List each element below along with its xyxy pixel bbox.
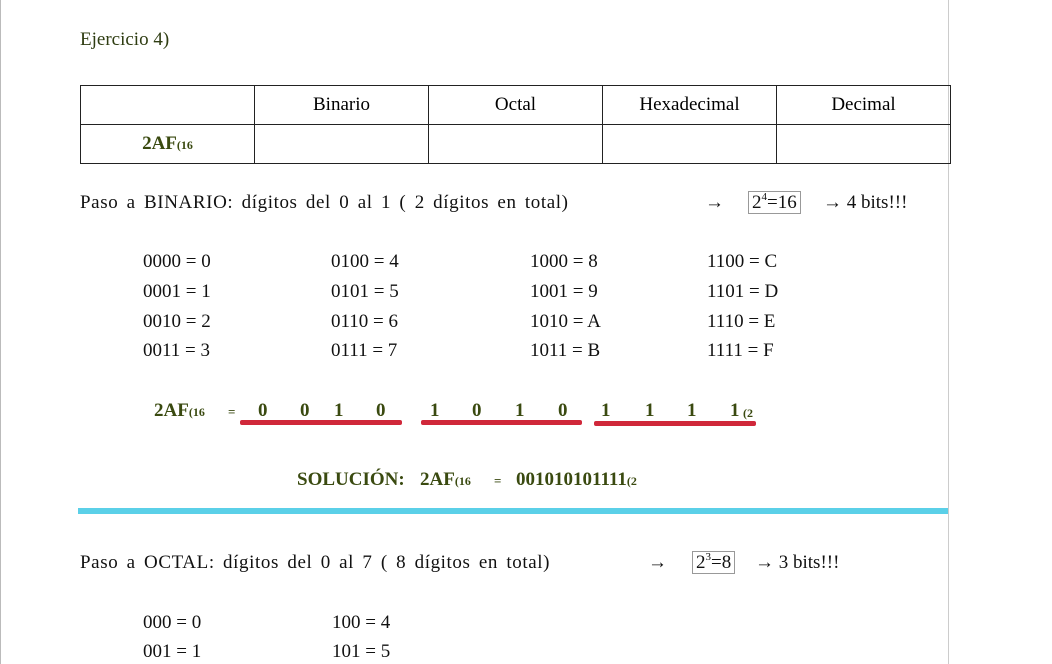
mapping-entry: 1111 = F (707, 340, 774, 361)
equals: = (228, 404, 236, 419)
mapping-entry: 1001 = 9 (530, 281, 598, 302)
digit: 1 (334, 400, 344, 421)
mapping-entry: 1010 = A (530, 311, 601, 332)
underline (594, 421, 756, 426)
arrow: → (705, 192, 724, 213)
table-header: Decimal (776, 85, 951, 125)
mapping-entry: 1100 = C (707, 251, 778, 272)
table-cell (80, 85, 255, 125)
base: (16 (454, 474, 471, 488)
underline (240, 420, 402, 425)
solution: 2AF(16 (420, 468, 471, 493)
label: SOLUCIÓN: (297, 469, 405, 490)
digit: 1 (430, 400, 440, 421)
formula-exponent: 3 (705, 551, 712, 563)
digit: 0 (558, 400, 568, 421)
table-header: Hexadecimal (602, 85, 777, 125)
mapping-entry: 0100 = 4 (331, 251, 399, 272)
table-cell (776, 124, 951, 164)
table: Binario Octal Hexadecimal Decimal 2AF(16 (80, 85, 951, 164)
formula-base: 2 (696, 552, 706, 573)
mapping-entry: 0101 = 5 (331, 281, 399, 302)
bits: → 4 bits!!! (823, 192, 908, 213)
number: 2AF (142, 133, 177, 154)
formula: 23=8 (692, 551, 736, 577)
mapping-entry: 1011 = B (530, 340, 601, 361)
formula-base: 2 (752, 192, 762, 213)
mapping-entry: 000 = 0 (143, 612, 202, 633)
table-cell (602, 124, 777, 164)
equals: = (494, 473, 502, 488)
title: Ejercicio 4) (80, 29, 170, 50)
mapping-entry: 1101 = D (707, 281, 779, 302)
number: 2AF (154, 400, 189, 421)
digit: 1 (687, 400, 697, 421)
mapping-entry: 0011 = 3 (143, 340, 211, 361)
heading: Paso a BINARIO: dígitos del 0 al 1 ( 2 d… (80, 192, 569, 213)
mapping-entry: 0110 = 6 (331, 311, 399, 332)
table-cell (428, 124, 603, 164)
formula-result: =16 (767, 192, 797, 213)
result: 001010101111 (516, 469, 627, 490)
arrow: → (648, 552, 667, 573)
mapping-entry: 0000 = 0 (143, 251, 211, 272)
conversion: 2AF(16 (154, 399, 205, 424)
digit: 0 (376, 400, 386, 421)
base: (16 (176, 138, 193, 152)
mapping-entry: 0111 = 7 (331, 340, 398, 361)
mapping-entry: 101 = 5 (332, 641, 391, 662)
base: (16 (188, 405, 205, 419)
underline (421, 420, 582, 425)
formula-result: =8 (711, 552, 732, 573)
mapping-entry: 001 = 1 (143, 641, 202, 662)
solution: 001010101111(2 (516, 468, 637, 493)
table-header: Octal (428, 85, 603, 125)
digit: 0 (258, 400, 268, 421)
solution: SOLUCIÓN: (297, 468, 405, 492)
digit: 1 (730, 400, 740, 421)
mapping-entry: 100 = 4 (332, 612, 391, 633)
mapping-entry: 1000 = 8 (530, 251, 598, 272)
separator (78, 508, 948, 514)
digit: 1 (645, 400, 655, 421)
page-edge (0, 0, 1, 664)
mapping-entry: 1110 = E (707, 311, 776, 332)
digit: 1 (601, 400, 611, 421)
heading: Paso a OCTAL: dígitos del 0 al 7 ( 8 díg… (80, 552, 551, 573)
mapping-entry: 0001 = 1 (143, 281, 211, 302)
digit: 0 (472, 400, 482, 421)
table-cell (254, 124, 429, 164)
base: (2 (743, 406, 753, 420)
base: (2 (626, 474, 637, 488)
table-header: Binario (254, 85, 429, 125)
table-cell: 2AF(16 (80, 124, 255, 164)
formula-exponent: 4 (761, 191, 768, 203)
digit: 1 (515, 400, 525, 421)
mapping-entry: 0010 = 2 (143, 311, 211, 332)
formula: 24=16 (748, 191, 801, 217)
digit: 0 (300, 400, 310, 421)
number: 2AF (420, 469, 455, 490)
bits: → 3 bits!!! (755, 552, 840, 573)
page-edge (948, 0, 949, 664)
